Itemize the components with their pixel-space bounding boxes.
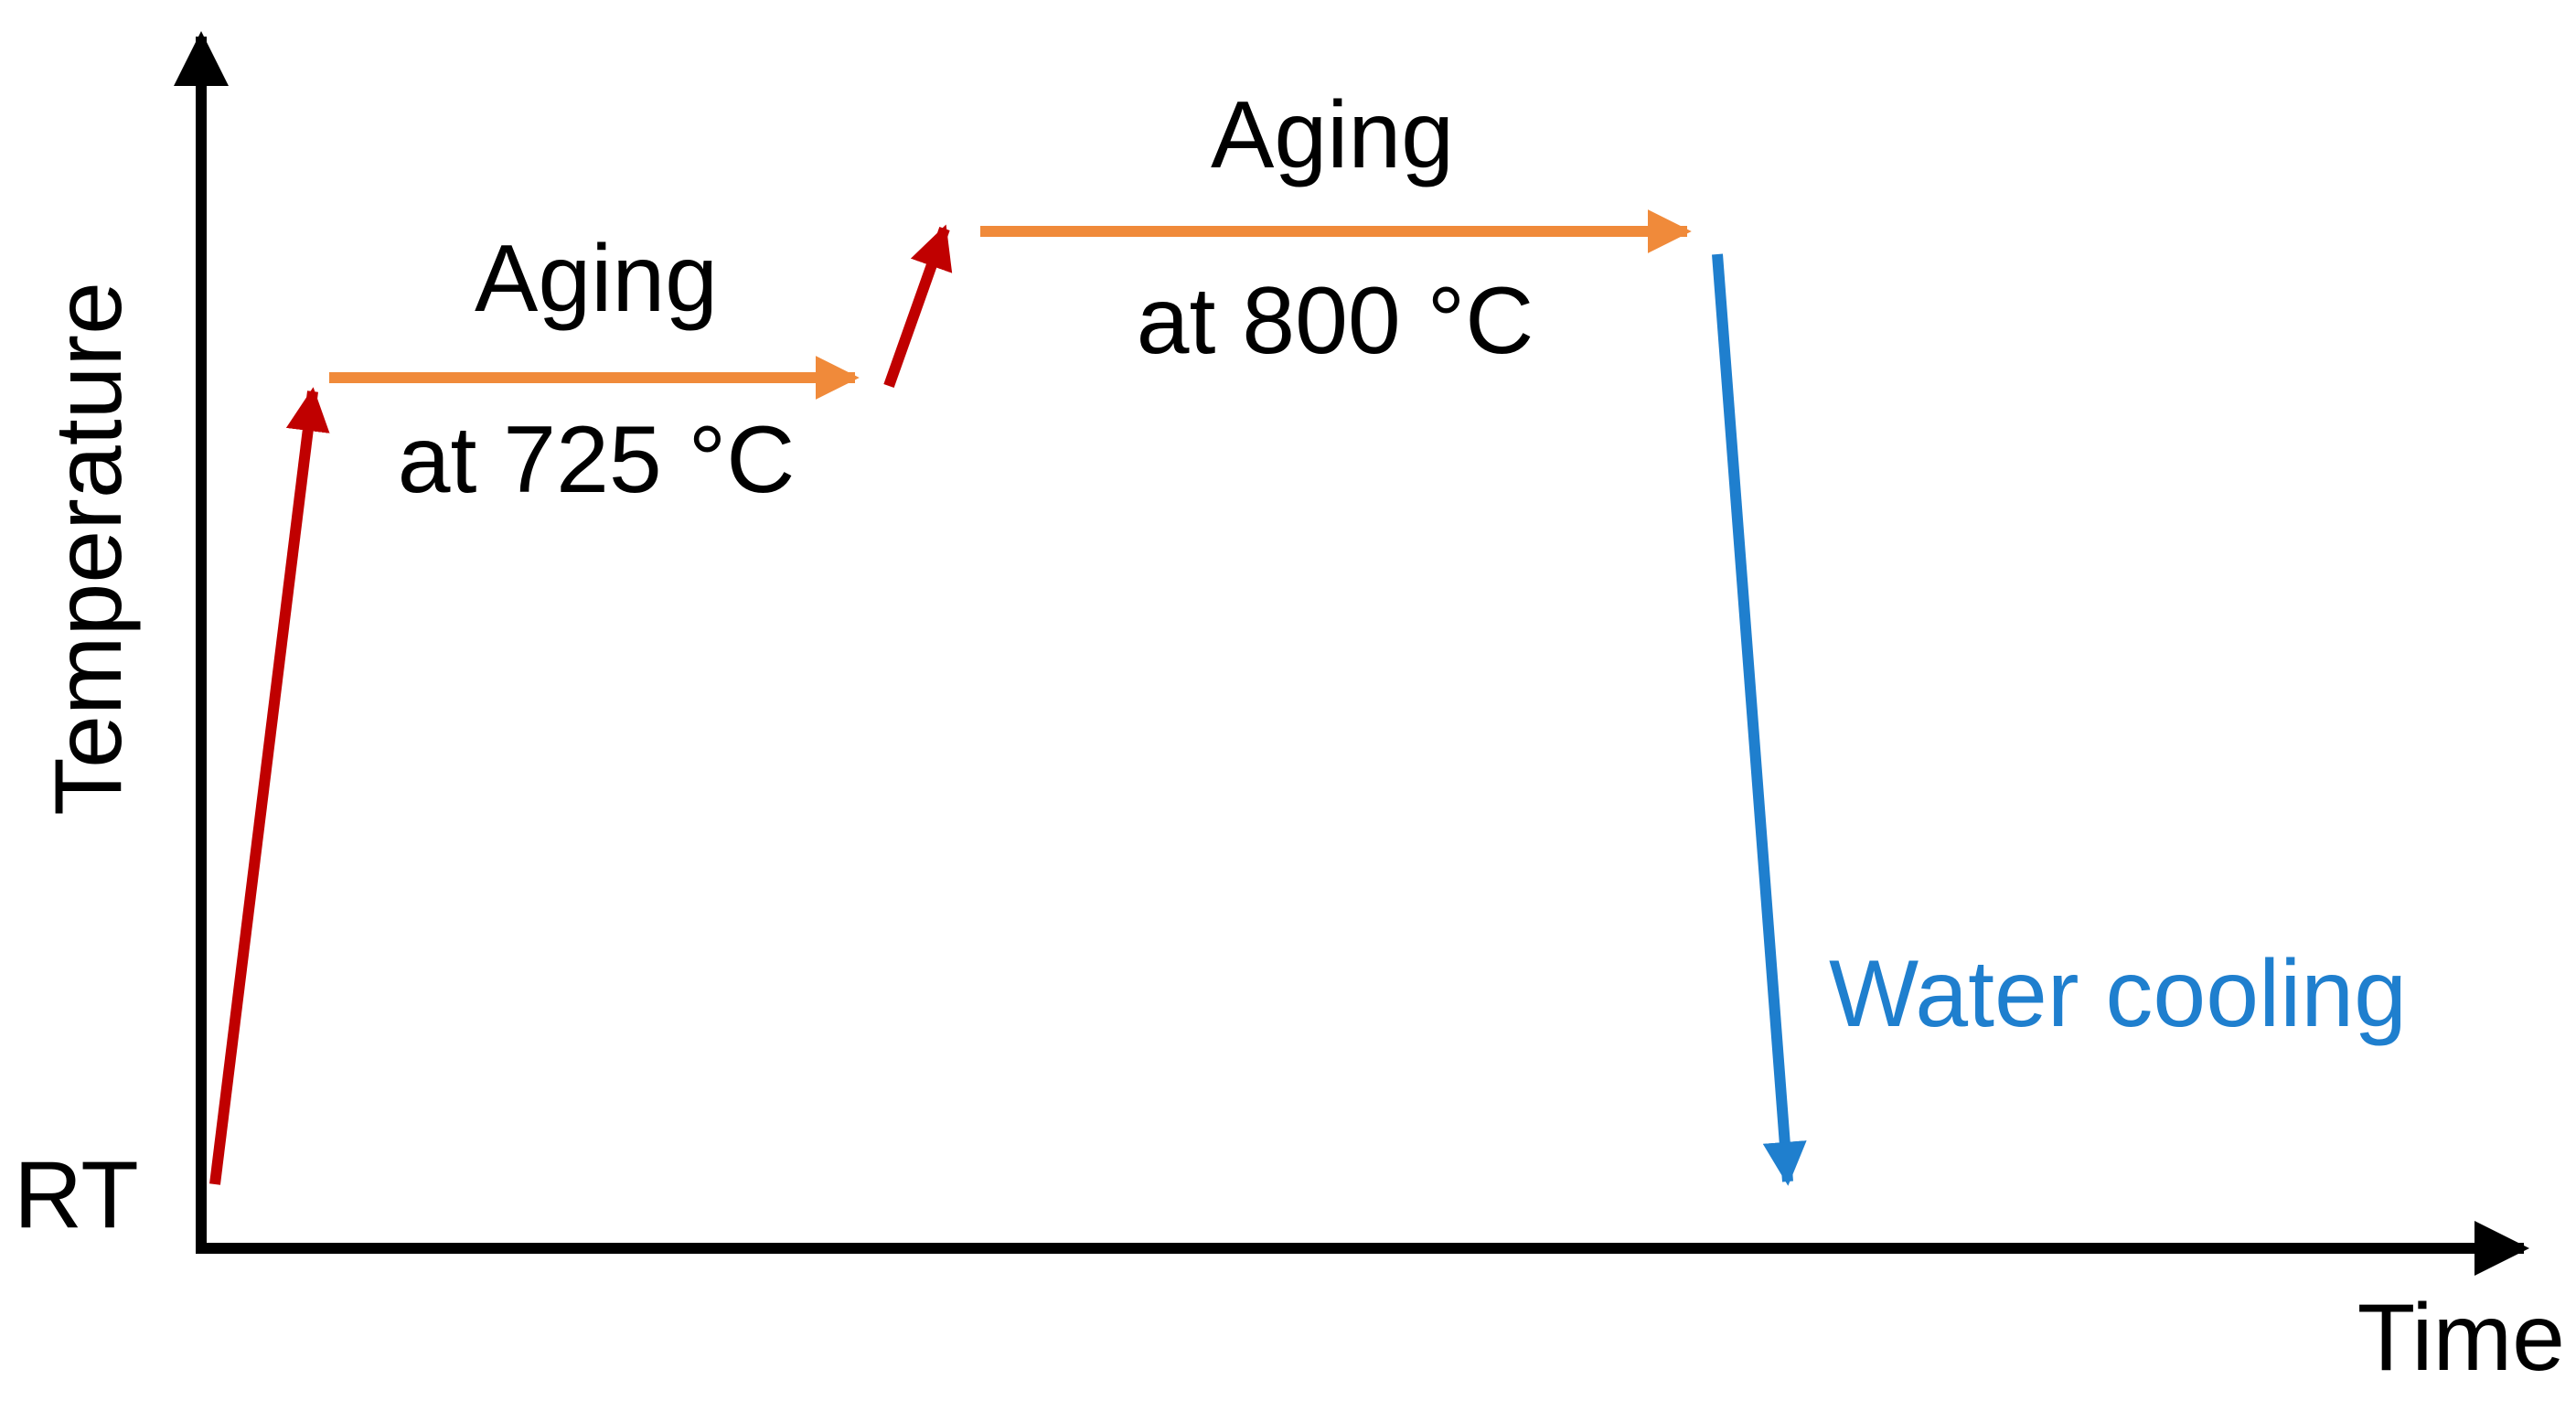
stage1-title: Aging — [475, 226, 718, 332]
stage2-subtitle: at 800 °C — [1137, 268, 1534, 374]
rt-label: RT — [14, 1142, 139, 1248]
heating-arrow-2 — [883, 224, 953, 389]
x-axis-label: Time — [2357, 1285, 2565, 1391]
stage2-title: Aging — [1211, 82, 1454, 188]
y-axis-label: Temperature — [36, 282, 142, 816]
stage1-subtitle: at 725 °C — [398, 407, 796, 513]
cooling-label: Water cooling — [1829, 941, 2407, 1047]
heating-arrow-1 — [209, 387, 330, 1185]
cooling-arrow — [1712, 253, 1807, 1186]
